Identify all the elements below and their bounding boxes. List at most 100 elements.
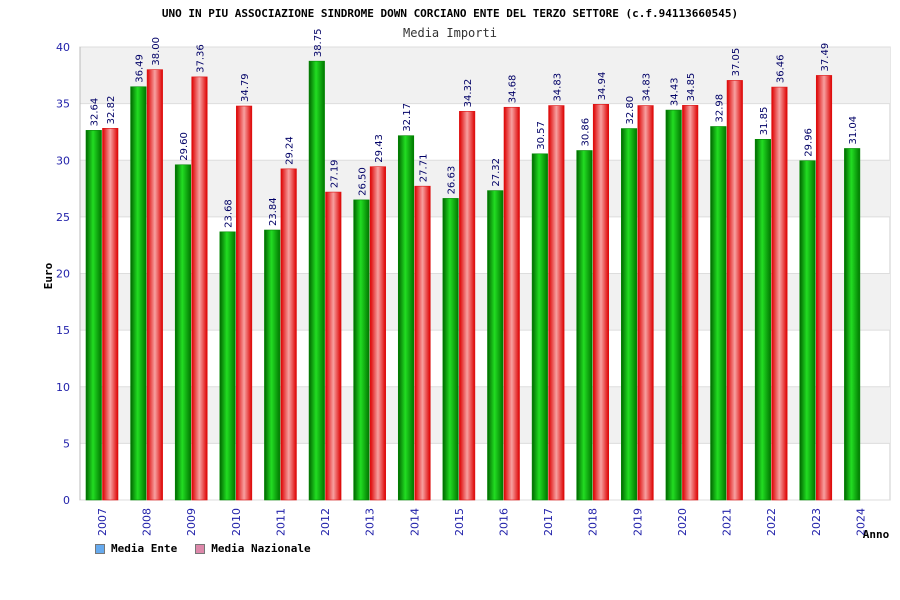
bar-media-ente	[130, 86, 147, 501]
bar-data-label: 27.71	[419, 154, 430, 183]
legend-swatch-media-nazionale	[195, 543, 206, 554]
bar-data-label: 32.98	[714, 94, 725, 123]
legend-swatch-media-ente	[95, 543, 105, 554]
y-tick-label: 0	[63, 494, 70, 507]
y-tick-label: 20	[56, 268, 70, 281]
x-tick-label: 2012	[319, 508, 332, 536]
bar-data-label: 29.60	[179, 132, 190, 161]
x-tick-label: 2020	[676, 508, 689, 536]
bar-media-nazionale	[637, 105, 654, 501]
bar-data-label: 23.68	[224, 199, 235, 228]
bar-data-label: 32.64	[90, 98, 101, 127]
bar-media-ente	[531, 153, 548, 501]
chart-title: UNO IN PIU ASSOCIAZIONE SINDROME DOWN CO…	[162, 7, 738, 20]
bar-media-nazionale	[503, 106, 520, 501]
legend-label-media-nazionale: Media Nazionale	[211, 542, 311, 555]
bar-data-label: 38.75	[313, 29, 324, 58]
bar-media-nazionale	[548, 105, 565, 501]
bar-media-nazionale	[459, 111, 476, 501]
chart-subtitle: Media Importi	[403, 26, 497, 40]
bar-media-nazionale	[102, 128, 119, 501]
bar-data-label: 32.17	[402, 103, 413, 132]
x-tick-label: 2023	[810, 508, 823, 536]
y-tick-label: 35	[56, 98, 70, 111]
x-tick-label: 2019	[631, 508, 644, 536]
bar-data-label: 30.57	[536, 121, 547, 150]
y-tick-label: 25	[56, 211, 70, 224]
legend-item-media-nazionale: Media Nazionale	[195, 542, 311, 555]
x-tick-label: 2024	[854, 508, 867, 536]
bar-media-nazionale	[191, 76, 208, 501]
bar-data-label: 38.00	[151, 37, 162, 66]
bar-data-label: 31.04	[848, 116, 859, 145]
bar-media-nazionale	[726, 80, 743, 501]
bar-media-ente	[576, 150, 593, 501]
bar-data-label: 37.49	[820, 43, 831, 72]
bar-data-label: 29.24	[285, 136, 296, 165]
bar-data-label: 34.85	[686, 73, 697, 102]
bar-media-nazionale	[682, 105, 699, 501]
bar-data-label: 26.63	[447, 166, 458, 195]
y-axis-label: Euro	[42, 262, 55, 289]
bar-data-label: 30.86	[580, 118, 591, 147]
bar-media-ente	[308, 60, 325, 501]
bars: 32.64 32.82 36.49 38.00 29.60 37.36 23.68 34.79…	[85, 29, 861, 501]
y-tick-label: 15	[56, 324, 70, 337]
bar-media-ente	[754, 138, 771, 501]
bar-media-nazionale	[414, 185, 431, 501]
y-tick-label: 40	[56, 41, 70, 54]
x-tick-label: 2021	[721, 508, 734, 536]
y-tick-label: 30	[56, 154, 70, 167]
bar-data-label: 29.43	[374, 134, 385, 163]
bar-data-label: 23.84	[268, 197, 279, 226]
bar-media-ente	[264, 229, 281, 501]
bar-media-nazionale	[236, 105, 253, 501]
bar-media-ente	[219, 231, 236, 501]
x-tick-label: 2015	[453, 508, 466, 536]
legend: Media Ente Media Nazionale	[95, 542, 311, 555]
x-tick-label: 2018	[587, 508, 600, 536]
bar-data-label: 31.85	[759, 107, 770, 136]
bar-data-label: 34.83	[552, 73, 563, 102]
bar-data-label: 37.36	[195, 44, 206, 73]
bar-data-label: 32.82	[106, 96, 117, 125]
bar-media-ente	[85, 130, 102, 501]
bar-data-label: 34.83	[642, 73, 653, 102]
bar-media-ente	[174, 164, 192, 501]
legend-label-media-ente: Media Ente	[111, 542, 178, 555]
bar-media-ente	[844, 148, 861, 501]
bar-media-nazionale	[815, 75, 833, 501]
bar-media-ente	[799, 160, 816, 501]
bar-data-label: 32.80	[625, 96, 636, 125]
x-tick-label: 2013	[364, 508, 377, 536]
x-tick-label: 2014	[408, 508, 421, 536]
bar-media-nazionale	[771, 86, 788, 501]
bar-media-ente	[487, 190, 504, 501]
y-tick-label: 10	[56, 381, 70, 394]
x-tick-label: 2009	[185, 508, 198, 536]
bar-data-label: 34.43	[670, 77, 681, 106]
bar-media-ente	[353, 199, 370, 501]
bar-data-label: 36.49	[134, 54, 145, 83]
x-axis-ticks: 2007 2008 2009 2010 2011 2012 2013 2014 2015 2016…	[96, 508, 867, 536]
x-tick-label: 2008	[141, 508, 154, 536]
legend-item-media-ente: Media Ente	[95, 542, 177, 555]
bar-data-label: 27.19	[329, 159, 340, 188]
x-tick-label: 2016	[498, 508, 511, 536]
x-tick-label: 2011	[274, 508, 287, 536]
bar-media-nazionale	[325, 191, 342, 501]
bar-media-nazionale	[369, 166, 386, 501]
x-tick-label: 2022	[765, 508, 778, 536]
bar-data-label: 34.32	[463, 79, 474, 108]
bar-data-label: 34.68	[508, 75, 519, 104]
bar-data-label: 34.94	[597, 72, 608, 101]
bar-data-label: 36.46	[775, 54, 786, 83]
bar-media-ente	[710, 126, 727, 501]
bar-media-ente	[397, 135, 415, 501]
bar-media-ente	[442, 198, 459, 501]
bar-media-nazionale	[146, 69, 163, 501]
x-tick-label: 2017	[542, 508, 555, 536]
x-tick-label: 2007	[96, 508, 109, 536]
bar-media-ente	[665, 109, 682, 501]
